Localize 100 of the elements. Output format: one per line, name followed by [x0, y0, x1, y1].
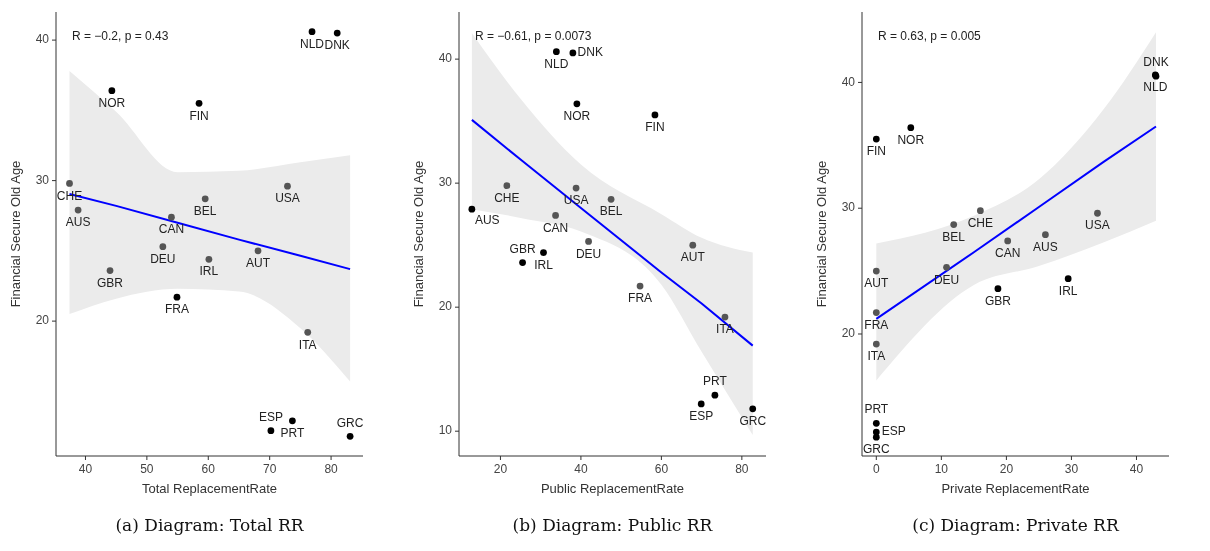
annotation: IRL — [1058, 283, 1078, 298]
x-tick-label: 40 — [574, 462, 588, 476]
point — [201, 195, 209, 203]
annotation: ESP — [689, 409, 714, 424]
x-tick-label: 20 — [493, 462, 508, 476]
annotation: IRL — [534, 257, 554, 272]
y-tick-label: 20 — [841, 326, 856, 341]
point — [872, 433, 880, 441]
point — [585, 238, 592, 245]
x-tick-label: 30 — [1064, 462, 1079, 476]
point — [994, 285, 1002, 293]
point — [697, 400, 705, 408]
annotation: CAN — [995, 246, 1021, 261]
point — [569, 49, 577, 57]
point — [159, 243, 167, 251]
point — [205, 255, 213, 263]
point — [651, 111, 659, 119]
x-tick-label: 0 — [872, 462, 880, 476]
x-tick-label: 70 — [262, 462, 277, 476]
point — [108, 87, 116, 95]
text: (b) Diagram: Public RR — [512, 515, 714, 535]
point — [333, 29, 341, 37]
y-tick-label: 40 — [35, 32, 50, 47]
annotation: AUS — [474, 213, 500, 228]
annotation: GRC — [862, 442, 890, 457]
annotation: ITA — [716, 322, 734, 337]
point — [976, 207, 984, 215]
x-tick-label: 40 — [1129, 462, 1144, 476]
point — [749, 405, 757, 413]
annotation: AUT — [246, 256, 271, 271]
y-axis-title: Financial Secure Old Age — [814, 160, 829, 308]
y-tick-label: 20 — [438, 299, 453, 314]
annotation: AUT — [864, 276, 889, 291]
annotation: GBR — [984, 293, 1012, 308]
annotation: PRT — [280, 426, 305, 441]
annotation: FIN — [645, 120, 665, 135]
annotation: GRC — [739, 414, 767, 429]
point — [254, 247, 262, 255]
x-tick-label: 40 — [78, 462, 93, 476]
point — [872, 340, 880, 348]
annotation: GBR — [509, 241, 536, 256]
x-tick-label: 60 — [654, 462, 669, 476]
annotation: R = −0.61, p = 0.0073 — [475, 29, 592, 43]
y-axis-title: Financial Secure Old Age — [411, 160, 426, 308]
annotation: DEU — [150, 251, 176, 266]
point — [872, 135, 880, 143]
x-axis-title: Total ReplacementRate — [141, 481, 278, 496]
annotation: CAN — [158, 222, 185, 237]
annotation: CHE — [967, 215, 994, 230]
y-tick-label: 30 — [438, 175, 453, 190]
annotation: AUS — [1033, 239, 1058, 254]
annotation: R = 0.63, p = 0.005 — [878, 29, 982, 43]
annotation: R = −0.2, p = 0.43 — [72, 29, 169, 43]
y-axis-title: Financial Secure Old Age — [8, 160, 23, 308]
annotation: FIN — [189, 108, 209, 123]
point — [1004, 237, 1012, 245]
y-tick-label: 10 — [438, 423, 453, 438]
point — [308, 28, 316, 36]
annotation: CHE — [56, 188, 83, 203]
point — [106, 267, 114, 274]
point — [872, 267, 880, 275]
point — [289, 417, 296, 425]
x-tick-label: 20 — [999, 462, 1014, 476]
point — [1064, 275, 1072, 283]
annotation: AUS — [65, 215, 91, 230]
point — [66, 180, 73, 187]
point — [304, 328, 312, 336]
annotation: FRA — [164, 302, 189, 317]
annotation: GBR — [97, 275, 124, 290]
annotation: NOR — [563, 108, 591, 123]
line-series — [470, 118, 754, 347]
annotation: FIN — [866, 144, 886, 159]
annotation: DEU — [933, 272, 960, 287]
point — [943, 263, 950, 271]
point — [503, 182, 511, 190]
text: (c) Diagram: Private RR — [912, 515, 1120, 535]
annotation: NLD — [1143, 80, 1168, 95]
point — [1094, 209, 1101, 217]
point — [1042, 231, 1049, 239]
point — [468, 205, 476, 213]
point — [721, 313, 729, 321]
point — [636, 282, 644, 290]
annotation: GRC — [336, 415, 364, 430]
annotation: DNK — [1143, 55, 1169, 70]
x-tick-label: 60 — [201, 462, 216, 476]
x-tick-label: 50 — [140, 462, 154, 476]
annotation: USA — [275, 191, 300, 206]
annotation: ITA — [867, 349, 886, 364]
annotation: ITA — [298, 337, 317, 352]
point — [572, 184, 580, 192]
point — [607, 195, 615, 203]
x-tick-label: 80 — [735, 462, 749, 476]
annotation: BEL — [193, 204, 217, 219]
annotation: NLD — [300, 36, 325, 51]
y-tick-label: 30 — [841, 200, 856, 215]
x-tick-label: 80 — [324, 462, 339, 476]
annotation: IRL — [199, 264, 219, 279]
annotation: PRT — [703, 374, 728, 389]
text: (a) Diagram: Total RR — [115, 515, 305, 535]
point — [552, 48, 560, 56]
